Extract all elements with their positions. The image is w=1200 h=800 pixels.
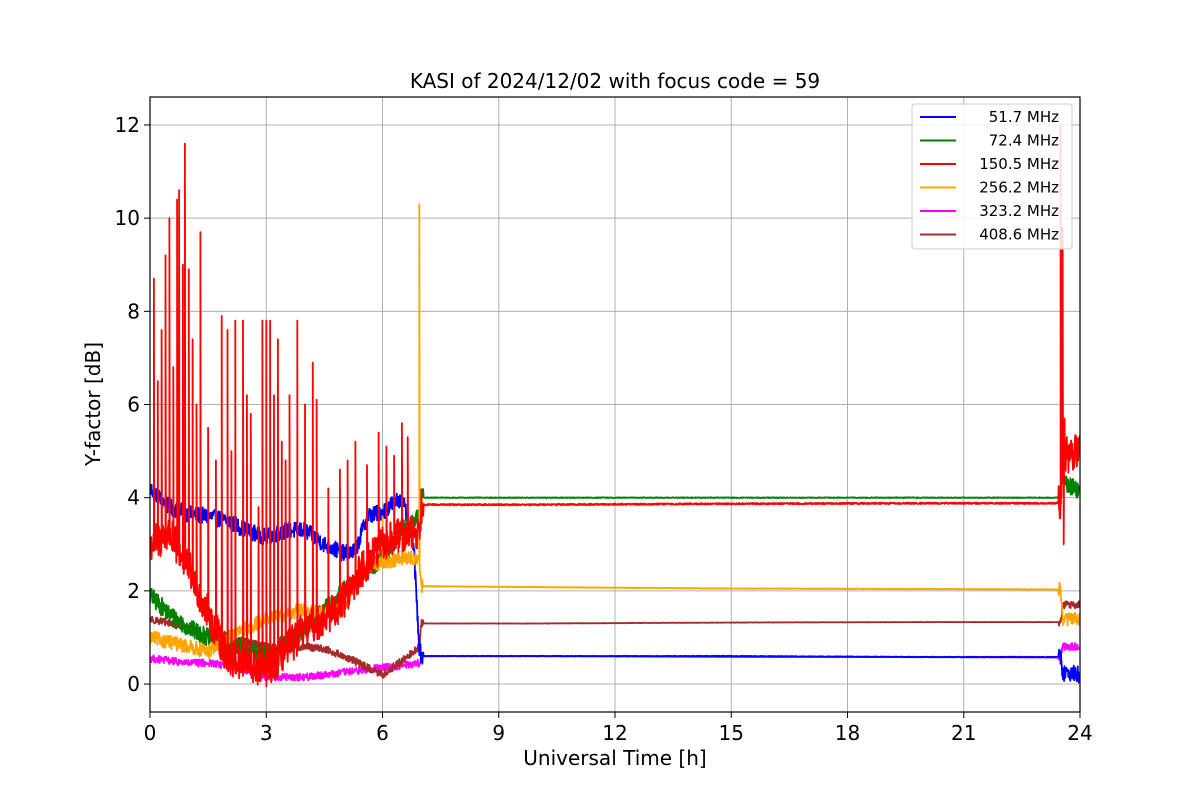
x-axis-label: Universal Time [h] [523, 746, 706, 770]
x-axis: 0 3 6 9 12 15 18 21 24 [144, 712, 1093, 745]
x-tick-label: 18 [835, 721, 860, 745]
y-axis: 0 2 4 6 8 10 12 [115, 113, 150, 696]
legend-label: 51.7 MHz [989, 108, 1059, 126]
series-line-408-6-mhz [150, 600, 1080, 679]
y-tick-label: 0 [127, 672, 140, 696]
chart-title: KASI of 2024/12/02 with focus code = 59 [410, 69, 820, 93]
legend-label: 150.5 MHz [979, 155, 1059, 173]
y-tick-label: 12 [115, 113, 140, 137]
y-tick-label: 6 [127, 393, 140, 417]
x-tick-label: 9 [492, 721, 505, 745]
y-axis-label: Y-factor [dB] [81, 342, 105, 467]
legend: 51.7 MHz 72.4 MHz 150.5 MHz 256.2 MHz 323.2 … [911, 103, 1073, 250]
x-tick-label: 15 [719, 721, 744, 745]
x-tick-label: 21 [951, 721, 976, 745]
y-tick-label: 4 [127, 486, 140, 510]
y-tick-label: 10 [115, 206, 140, 230]
series-line-72-4-mhz [150, 472, 1080, 663]
legend-label: 408.6 MHz [979, 226, 1059, 244]
series-line-150-5-mhz [150, 124, 1080, 688]
series-layer [150, 124, 1080, 688]
y-tick-label: 2 [127, 579, 140, 603]
x-tick-label: 6 [376, 721, 389, 745]
x-tick-label: 12 [602, 721, 627, 745]
series-line-256-2-mhz [150, 203, 1080, 659]
legend-label: 72.4 MHz [989, 132, 1059, 150]
legend-label: 323.2 MHz [979, 202, 1059, 220]
x-tick-label: 0 [144, 721, 157, 745]
legend-label: 256.2 MHz [979, 179, 1059, 197]
y-tick-label: 8 [127, 299, 140, 323]
x-tick-label: 3 [260, 721, 273, 745]
x-tick-label: 24 [1067, 721, 1092, 745]
